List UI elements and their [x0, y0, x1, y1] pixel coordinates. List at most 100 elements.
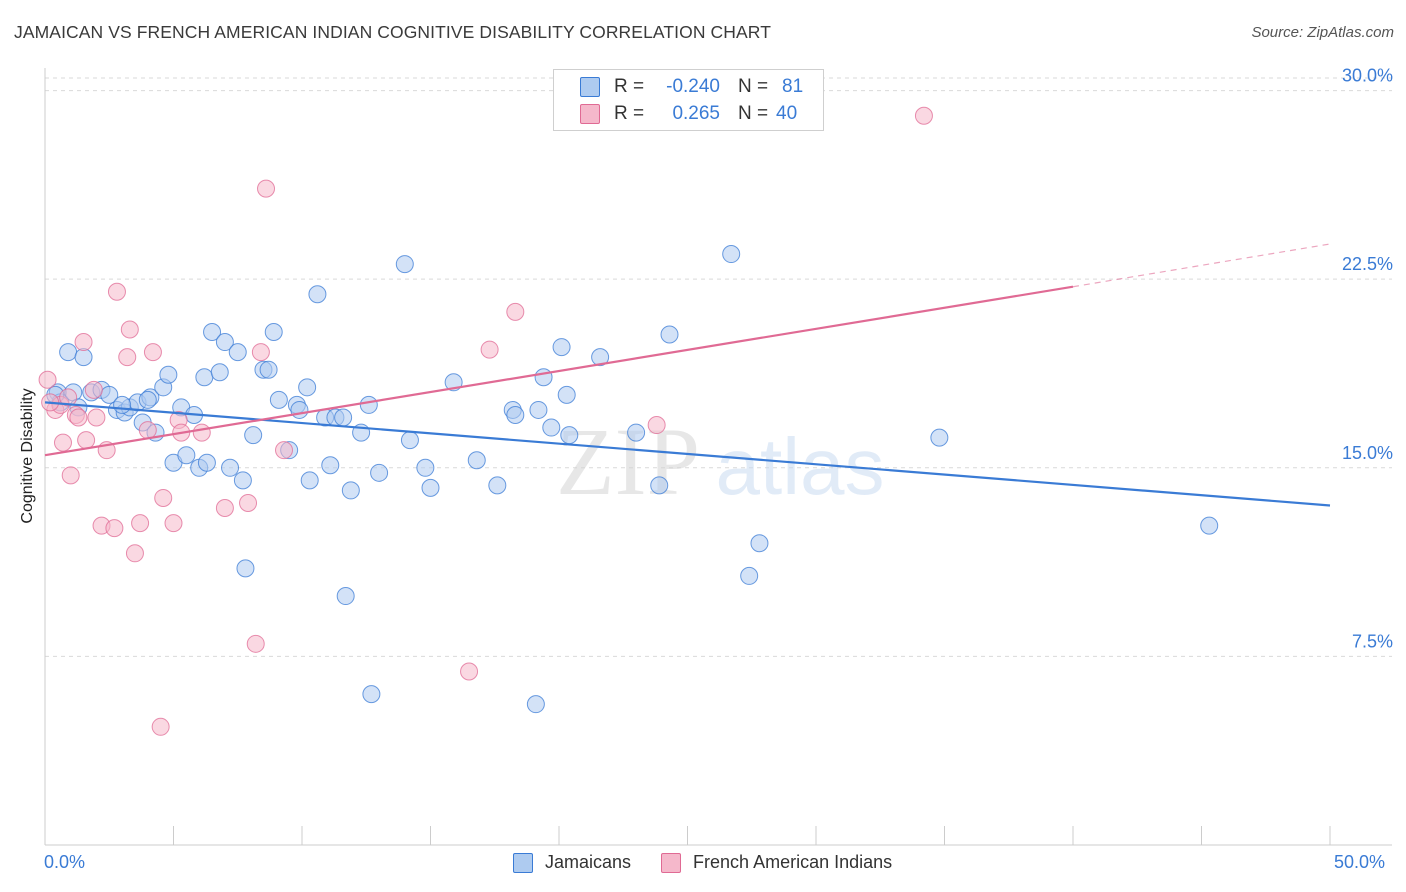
- legend-item-jamaicans: Jamaicans: [513, 852, 631, 873]
- data-point: [542, 418, 561, 437]
- data-point: [53, 433, 72, 452]
- data-point: [930, 428, 949, 447]
- data-point: [151, 717, 170, 736]
- legend-swatch-blue: [513, 852, 533, 873]
- legend-n-label: N =: [738, 76, 769, 97]
- data-point: [370, 463, 389, 482]
- data-point: [215, 499, 234, 518]
- data-point: [275, 441, 294, 460]
- data-point: [336, 587, 355, 606]
- data-point: [197, 453, 216, 472]
- legend-n-value: 40: [776, 103, 798, 124]
- data-point: [740, 566, 759, 585]
- x-tick-min: 0.0%: [44, 852, 86, 872]
- data-point: [74, 348, 93, 367]
- data-point: [221, 458, 240, 477]
- legend-r-label: R =: [614, 76, 645, 97]
- legend-swatch-blue: [580, 77, 600, 97]
- y-tick-label: 22.5%: [1342, 254, 1393, 274]
- data-point: [362, 685, 381, 704]
- data-point: [750, 534, 769, 553]
- axes: [44, 68, 1392, 846]
- data-point: [421, 478, 440, 497]
- data-point: [244, 426, 263, 445]
- data-point: [334, 408, 353, 427]
- data-point: [251, 343, 270, 362]
- data-point: [105, 519, 124, 538]
- data-point: [195, 368, 214, 387]
- data-point: [236, 559, 255, 578]
- data-point: [259, 360, 278, 379]
- data-point: [480, 340, 499, 359]
- y-tick-label: 30.0%: [1342, 66, 1393, 86]
- watermark-atlas: atlas: [716, 422, 885, 511]
- data-point: [74, 333, 93, 352]
- data-point: [154, 488, 173, 507]
- data-point: [290, 400, 309, 419]
- data-point: [722, 245, 741, 264]
- data-point: [416, 458, 435, 477]
- data-point: [647, 416, 666, 435]
- data-point: [107, 282, 126, 301]
- data-point: [131, 514, 150, 533]
- watermark: ZIP atlas: [556, 408, 884, 515]
- trend-lines: [44, 243, 1331, 507]
- y-axis-label: Cognitive Disability: [19, 388, 36, 524]
- trend-line-extension: [1072, 243, 1331, 288]
- data-point: [215, 333, 234, 352]
- legend-swatch-pink: [580, 104, 600, 124]
- data-point: [1200, 516, 1219, 535]
- data-point: [138, 390, 157, 409]
- watermark-zip: ZIP: [556, 408, 700, 515]
- data-point: [557, 385, 576, 404]
- data-point: [120, 320, 139, 339]
- data-point: [359, 395, 378, 414]
- correlation-legend: R = -0.240 N = 81 R = 0.265 N = 40: [553, 69, 824, 131]
- source-label: Source: ZipAtlas.com: [1251, 24, 1394, 41]
- data-point: [560, 426, 579, 445]
- legend-r-value: 0.265: [672, 103, 720, 124]
- x-tick-max: 50.0%: [1334, 852, 1386, 872]
- data-point: [298, 378, 317, 397]
- data-point: [239, 493, 258, 512]
- data-point: [321, 456, 340, 475]
- data-point: [138, 421, 157, 440]
- data-point: [467, 451, 486, 470]
- data-point: [460, 662, 479, 681]
- legend-row-french-american-indians: R = 0.265 N = 40: [580, 103, 797, 125]
- data-point: [269, 390, 288, 409]
- y-tick-label: 15.0%: [1342, 443, 1393, 463]
- data-point: [143, 343, 162, 362]
- data-point: [59, 343, 78, 362]
- data-point: [118, 348, 137, 367]
- data-point: [159, 365, 178, 384]
- data-point: [61, 466, 80, 485]
- data-point: [84, 380, 103, 399]
- data-point: [534, 368, 553, 387]
- series-legend: Jamaicans French American Indians: [513, 852, 922, 873]
- legend-r-value: -0.240: [666, 76, 720, 97]
- legend-n-label: N =: [738, 103, 769, 124]
- data-point: [87, 408, 106, 427]
- data-point: [210, 363, 229, 382]
- trend-line: [44, 285, 1074, 457]
- data-point: [506, 302, 525, 321]
- data-point: [552, 338, 571, 357]
- legend-item-french-american-indians: French American Indians: [661, 852, 892, 873]
- legend-swatch-pink: [661, 852, 682, 873]
- data-point: [38, 370, 57, 389]
- data-point: [113, 395, 132, 414]
- data-point: [341, 481, 360, 500]
- data-point: [591, 348, 610, 367]
- data-point: [246, 634, 265, 653]
- data-point: [650, 476, 669, 495]
- legend-r-label: R =: [614, 103, 645, 124]
- data-point: [177, 446, 196, 465]
- legend-row-jamaicans: R = -0.240 N = 81: [580, 76, 803, 98]
- data-point: [300, 471, 319, 490]
- data-point: [264, 322, 283, 341]
- data-point: [506, 405, 525, 424]
- data-point: [192, 423, 211, 442]
- data-point: [400, 431, 419, 450]
